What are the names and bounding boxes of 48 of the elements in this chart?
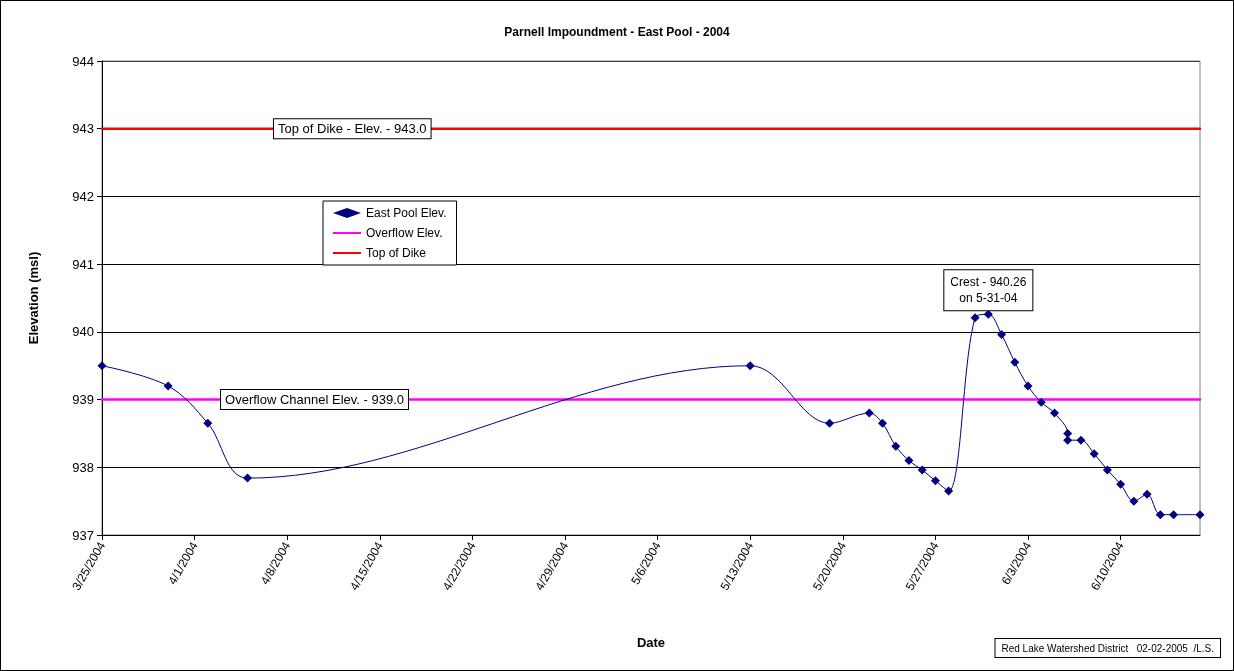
point — [864, 408, 874, 418]
point — [1049, 408, 1059, 418]
legend-label: Overflow Elev. — [366, 226, 443, 240]
point — [944, 486, 954, 496]
point — [917, 465, 927, 475]
point — [1142, 489, 1152, 499]
legend-label: East Pool Elev. — [366, 206, 447, 220]
point — [243, 473, 253, 483]
y-tick-label: 940 — [72, 324, 94, 340]
point — [1129, 496, 1139, 506]
point — [1102, 465, 1112, 475]
point — [1063, 428, 1073, 438]
point — [891, 441, 901, 451]
y-tick-label: 937 — [72, 527, 94, 543]
point — [1036, 397, 1046, 407]
point — [97, 361, 107, 371]
point — [745, 361, 755, 371]
y-tick-label: 938 — [72, 459, 94, 475]
point — [1169, 510, 1179, 520]
point — [1155, 510, 1165, 520]
point — [1195, 510, 1205, 520]
point — [203, 418, 213, 428]
point — [163, 381, 173, 391]
point — [1063, 435, 1073, 445]
chart-title: Parnell Impoundment - East Pool - 2004 — [504, 25, 731, 39]
y-axis-title: Elevation (msl) — [26, 251, 41, 345]
point — [970, 313, 980, 323]
y-tick-label: 944 — [72, 53, 94, 69]
annotation: Overflow Channel Elev. - 939.0 — [225, 392, 405, 408]
point — [1116, 479, 1126, 489]
point — [878, 418, 888, 428]
point — [1010, 357, 1020, 367]
point — [825, 418, 835, 428]
point — [1089, 449, 1099, 459]
y-tick-label: 939 — [72, 392, 94, 408]
point — [930, 476, 940, 486]
point — [904, 456, 914, 466]
legend-label: Top of Dike — [366, 246, 427, 260]
text: Red Lake Watershed District 02-02-2005 /L.S. — [1001, 642, 1215, 654]
y-tick-label: 942 — [72, 188, 94, 204]
x-axis-title: Date — [636, 635, 666, 650]
point — [1023, 381, 1033, 391]
y-tick-label: 943 — [72, 121, 94, 137]
point — [1076, 435, 1086, 445]
annotation: Top of Dike - Elev. - 943.0 — [277, 121, 427, 137]
point — [997, 330, 1007, 340]
y-tick-label: 941 — [72, 256, 94, 272]
annotation: Crest - 940.26 on 5-31-04 — [950, 275, 1027, 306]
